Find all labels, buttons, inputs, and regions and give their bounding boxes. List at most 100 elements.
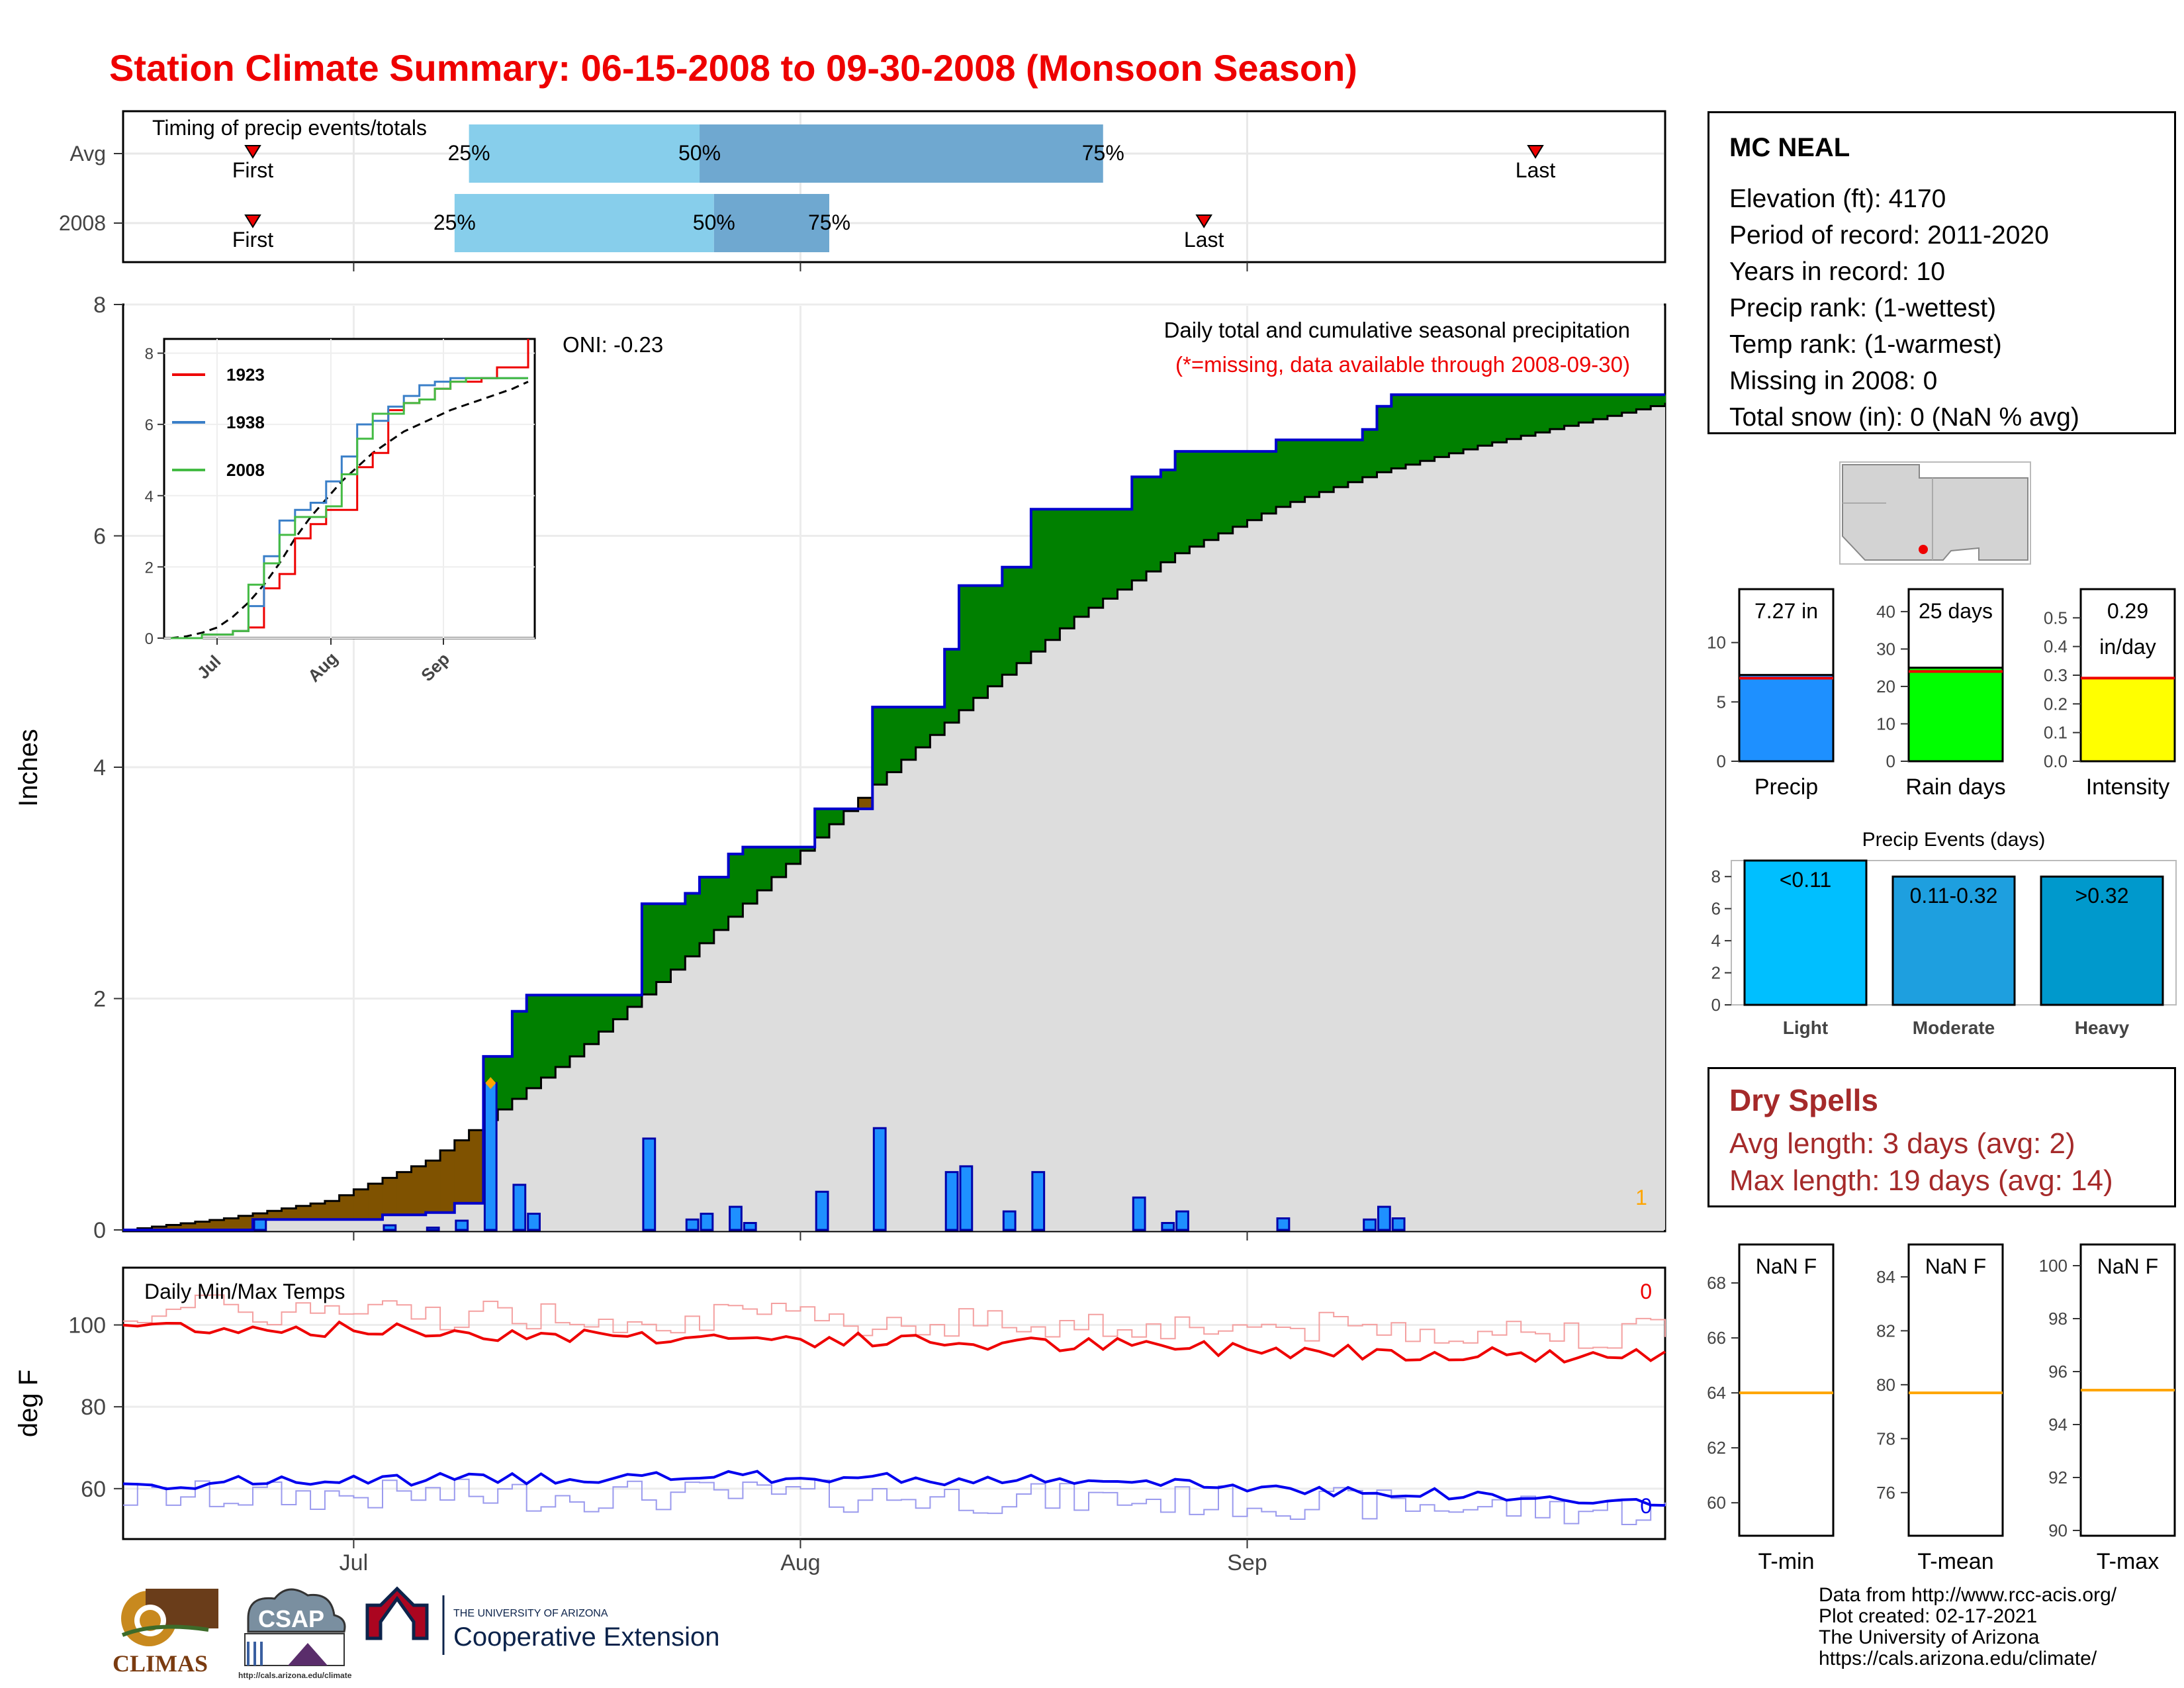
surplus-fill: [1362, 429, 1378, 477]
month-label: Aug: [780, 1550, 821, 1575]
surplus-fill: [1247, 451, 1262, 520]
events-category-label: Light: [1783, 1017, 1828, 1038]
gauge-ytick-label: 40: [1876, 602, 1895, 622]
daily-precip-bar: [815, 1190, 829, 1231]
avg-cumulative-area: [123, 402, 1665, 1230]
gauge-xlabel: Precip: [1754, 774, 1818, 800]
timing-bar-q2: [700, 124, 1103, 183]
station-temp-rank: Temp rank: (1-warmest): [1729, 330, 2002, 359]
daily-precip-bar: [1175, 1210, 1189, 1231]
gauge-ytick-label: 96: [2048, 1362, 2068, 1382]
surplus-fill: [1232, 451, 1248, 527]
surplus-fill: [1578, 395, 1594, 423]
surplus-fill: [743, 847, 758, 904]
surplus-fill: [1391, 395, 1406, 469]
gauge-bar: [1907, 667, 2004, 763]
surplus-fill: [1175, 451, 1191, 553]
timing-title: Timing of precip events/totals: [152, 116, 427, 140]
surplus-fill: [1074, 509, 1089, 617]
gauge-ytick-label: 10: [1707, 633, 1726, 653]
surplus-fill: [1204, 451, 1219, 540]
station-precip-rank: Precip rank: (1-wettest): [1729, 294, 1997, 322]
page-title: Station Climate Summary: 06-15-2008 to 0…: [109, 47, 1357, 89]
deficit-fill: [166, 1225, 181, 1230]
csap-url: http://cals.arizona.edu/climate: [238, 1671, 352, 1680]
gauge-ytick-label: 62: [1707, 1438, 1726, 1458]
deficit-fill: [858, 798, 873, 809]
gauge-value-unit: in/day: [2099, 635, 2156, 659]
tmax-line: [122, 1320, 1666, 1364]
daily-precip-bar: [426, 1227, 440, 1231]
surplus-fill: [815, 808, 830, 838]
gauge-ytick-label: 66: [1707, 1328, 1726, 1348]
precip-ylabel: Inches: [14, 729, 43, 807]
timing-bar-q1: [469, 124, 700, 183]
station-elevation: Elevation (ft): 4170: [1729, 185, 1946, 213]
gauge-xlabel: T-max: [2097, 1549, 2159, 1574]
gauge-ytick-label: 76: [1876, 1483, 1895, 1503]
inset-ytick-label: 6: [145, 416, 154, 434]
logos-row: CLIMAS CSAP http://cals.arizona.edu/clim…: [109, 1582, 745, 1681]
gauge-ytick-label: 10: [1876, 714, 1895, 733]
timing-bar-q2: [713, 194, 830, 252]
surplus-fill: [887, 707, 902, 773]
daily-precip-bar: [483, 1082, 498, 1231]
surplus-fill: [613, 995, 628, 1019]
daily-precip-bar: [253, 1218, 267, 1231]
deficit-fill: [339, 1195, 355, 1220]
temps-panel: 60 80 100 Jul Aug Sep Daily Min/Max Temps 0 0 deg…: [14, 1269, 1666, 1575]
surplus-fill: [1132, 477, 1147, 581]
gauge-bar: [1738, 674, 1835, 763]
surplus-fill: [570, 995, 585, 1056]
surplus-fill: [1506, 395, 1522, 440]
state-map-shape: [1842, 464, 2028, 561]
temps-ytick-label: 100: [68, 1313, 106, 1338]
daily-precip-bar: [729, 1205, 743, 1231]
gauge-ytick-label: 0.1: [2044, 723, 2068, 743]
precip-panel: 0 2 4 6 8 Inches Daily total and cumulative se…: [14, 293, 1666, 1243]
daily-precip-bar: [1002, 1210, 1017, 1231]
daily-precip-bar: [1276, 1217, 1291, 1231]
daily-precip-bar: [642, 1137, 657, 1231]
gauge-value-label: 25 days: [1919, 599, 1993, 623]
daily-precip-bar: [512, 1184, 527, 1231]
deficit-fill: [238, 1215, 253, 1230]
daily-precip-bar: [527, 1213, 541, 1231]
timing-marker-first: [244, 214, 261, 228]
surplus-fill: [1290, 440, 1306, 502]
daily-precip-bar: [1161, 1222, 1175, 1231]
gauge-ytick-label: 0: [1717, 751, 1726, 771]
surplus-fill: [1160, 469, 1176, 563]
dry-spells-max: Max length: 19 days (avg: 14): [1729, 1164, 2113, 1197]
surplus-fill: [1406, 395, 1421, 465]
timing-panel: 25% 50% 75% First Last Avg 25% 50% 75% First Last 2…: [59, 113, 1664, 271]
events-ytick-label: 8: [1711, 867, 1721, 886]
surplus-fill: [973, 585, 989, 698]
surplus-fill: [555, 995, 570, 1067]
tmax-avg-line: [123, 1294, 1666, 1349]
deficit-fill: [195, 1221, 210, 1230]
gauge-ytick-label: 78: [1876, 1429, 1895, 1448]
surplus-fill: [958, 585, 974, 710]
timing-label-75: 75%: [1082, 141, 1124, 165]
timing-label-25: 25%: [448, 141, 490, 165]
deficit-fill: [267, 1211, 283, 1220]
surplus-fill: [541, 995, 556, 1078]
inset-ytick-label: 2: [145, 559, 154, 577]
gauge-ytick-label: 0.4: [2044, 637, 2068, 657]
dry-spells-title: Dry Spells: [1729, 1083, 1878, 1117]
gauge-ytick-label: 68: [1707, 1273, 1726, 1293]
gauge-value-label: NaN F: [1756, 1254, 1817, 1278]
inset-ytick-label: 8: [145, 346, 154, 363]
surplus-fill: [901, 707, 917, 760]
events-bar-label: >0.32: [2075, 884, 2129, 908]
gauge-ytick-label: 60: [1707, 1493, 1726, 1513]
surplus-fill: [1492, 395, 1508, 443]
timing-label-last: Last: [1516, 158, 1556, 182]
location-map: [1839, 461, 2031, 565]
credit-line: The University of Arizona: [1819, 1626, 2040, 1648]
surplus-fill: [1189, 451, 1205, 547]
station-missing: Missing in 2008: 0: [1729, 367, 1938, 395]
daily-precip-bar: [455, 1219, 469, 1231]
daily-precip-bar: [1132, 1196, 1146, 1231]
